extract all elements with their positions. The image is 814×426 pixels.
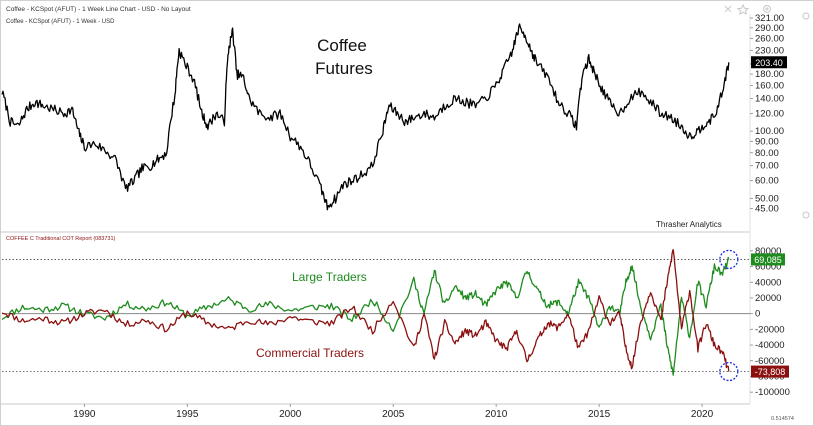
commercial-last-value-bg — [751, 365, 789, 378]
price-series-line — [1, 23, 730, 211]
corner-value: 0.514574 — [771, 416, 794, 422]
price-y-tick-label-9: 100.00 — [755, 126, 784, 137]
x-tick-label-6: 2020 — [691, 409, 714, 420]
price-y-tick-label-5: 180.00 — [755, 69, 784, 80]
commercial-traders-line — [1, 248, 730, 372]
cot-y-tick-label-9: -100000 — [755, 387, 790, 398]
cot-y-tick-label-7: -60000 — [755, 356, 785, 367]
cot-y-tick-label-2: 40000 — [755, 277, 781, 288]
price-last-value-tag: 203.40 — [751, 56, 787, 69]
cot-panel-title: COFFEE C Traditional COT Report (083731) — [6, 236, 115, 242]
header-icons — [724, 3, 810, 219]
price-y-tick-label-10: 90.00 — [755, 136, 779, 147]
price-y-tick-label-11: 80.00 — [755, 148, 779, 159]
chart-subtitle: Coffee - KCSpot (AFUT) - 1 Week - USD — [6, 19, 115, 25]
add-icon[interactable] — [763, 5, 771, 13]
price-y-axis: 321.00290.00260.00230.00200.00180.00160.… — [750, 13, 784, 215]
x-tick-label-1: 1995 — [176, 409, 199, 420]
large-last-value-bg — [751, 253, 785, 266]
x-tick-label-0: 1990 — [73, 409, 96, 420]
commercial-traders-label: Commercial Traders — [256, 346, 364, 360]
settings-icon[interactable] — [802, 12, 810, 219]
price-y-tick-label-12: 70.00 — [755, 161, 779, 172]
commercial-highlight-circle — [719, 361, 739, 382]
price-last-value: 203.40 — [755, 58, 783, 68]
price-y-tick-label-0: 321.00 — [755, 13, 784, 24]
cot-y-tick-label-4: 0 — [755, 309, 760, 320]
x-tick-label-5: 2015 — [588, 409, 611, 420]
cot-y-tick-label-1: 60000 — [755, 262, 781, 273]
price-y-tick-label-7: 140.00 — [755, 93, 784, 104]
x-tick-label-4: 2010 — [485, 409, 508, 420]
commercial-last-value-tag: -73,808 — [751, 365, 789, 378]
large-traders-line — [1, 256, 730, 376]
close-icon[interactable] — [724, 5, 732, 13]
price-y-tick-label-3: 230.00 — [755, 45, 784, 56]
price-chart-title-line1: Coffee — [317, 36, 367, 55]
commercial-last-value: -73,808 — [755, 367, 786, 377]
cot-y-tick-label-0: 80000 — [755, 246, 781, 257]
x-tick-label-3: 2005 — [382, 409, 405, 420]
price-y-tick-label-1: 290.00 — [755, 23, 784, 34]
price-y-tick-label-13: 60.00 — [755, 176, 779, 187]
price-y-tick-label-14: 50.00 — [755, 193, 779, 204]
large-highlight-circle — [719, 249, 739, 270]
price-y-tick-label-6: 160.00 — [755, 81, 784, 92]
price-y-tick-label-2: 260.00 — [755, 33, 784, 44]
cot-y-tick-label-6: -40000 — [755, 340, 785, 351]
price-chart-title-line2: Futures — [315, 59, 373, 78]
chart-window-title: Coffee - KCSpot (AFUT) - 1 Week Line Cha… — [6, 6, 191, 13]
x-axis: 1990 1995 2000 2005 2010 2015 2020 — [73, 404, 714, 420]
large-last-value-tag: 69,085 — [751, 253, 785, 266]
cot-y-tick-label-5: -20000 — [755, 324, 785, 335]
price-last-value-bg — [751, 56, 787, 69]
price-y-tick-label-15: 45.00 — [755, 204, 779, 215]
cot-y-tick-label-3: 20000 — [755, 293, 781, 304]
price-y-tick-label-8: 120.00 — [755, 108, 784, 119]
large-last-value: 69,085 — [754, 255, 782, 265]
x-tick-label-2: 2000 — [279, 409, 302, 420]
star-icon[interactable] — [736, 3, 750, 15]
watermark: Thrasher Analytics — [656, 220, 722, 229]
large-traders-label: Large Traders — [292, 270, 367, 284]
